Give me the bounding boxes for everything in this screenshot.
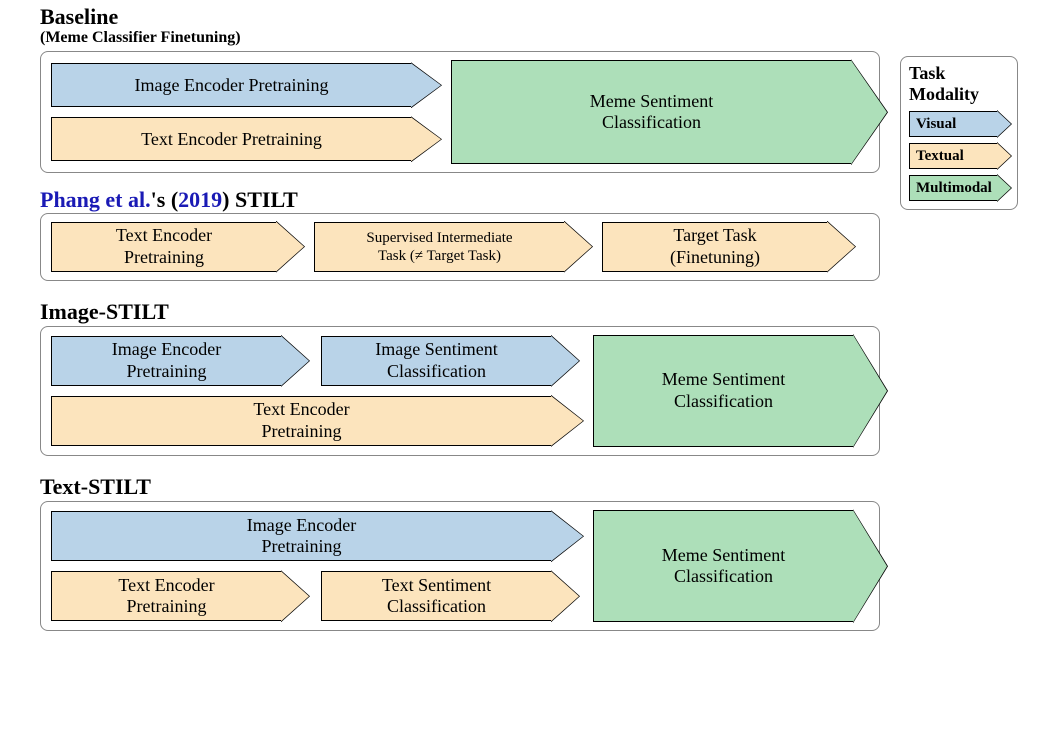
- stilt-title: Phang et al.'s (2019) STILT: [40, 187, 1000, 212]
- stilt-author-link[interactable]: Phang et al.: [40, 187, 151, 212]
- legend-textual: Textual: [909, 143, 997, 169]
- text-stilt-title: Text-STILT: [40, 474, 1000, 499]
- arrow-image-encoder-pretraining: Image Encoder Pretraining: [51, 63, 411, 107]
- arrow-meme-sentiment-classification: Meme Sentiment Classification: [593, 510, 853, 622]
- legend-title: Task Modality: [909, 63, 1009, 105]
- legend-visual: Visual: [909, 111, 997, 137]
- arrow-label: Text Encoder Pretraining: [118, 575, 214, 618]
- section-image-stilt: Image-STILT Image Encoder Pretraining Im…: [40, 299, 1000, 456]
- arrow-label: Text Sentiment Classification: [382, 575, 491, 618]
- arrow-label: Text Encoder Pretraining: [141, 129, 322, 151]
- arrow-label: Image Encoder Pretraining: [112, 339, 221, 382]
- image-stilt-title: Image-STILT: [40, 299, 1000, 324]
- arrow-label: Supervised Intermediate Task (≠ Target T…: [366, 229, 512, 265]
- arrow-label: Image Encoder Pretraining: [247, 515, 356, 558]
- section-baseline: Baseline (Meme Classifier Finetuning) Im…: [40, 4, 1000, 173]
- arrow-meme-sentiment-classification: Meme Sentiment Classification: [451, 60, 851, 164]
- diagram-container: Baseline (Meme Classifier Finetuning) Im…: [40, 0, 1000, 631]
- legend-label: Multimodal: [916, 179, 992, 197]
- arrow-supervised-intermediate-task: Supervised Intermediate Task (≠ Target T…: [314, 222, 564, 272]
- arrow-text-sentiment-classification: Text Sentiment Classification: [321, 571, 551, 621]
- legend-multimodal: Multimodal: [909, 175, 997, 201]
- legend-panel: Task Modality Visual Textual Multimodal: [900, 56, 1018, 210]
- arrow-text-encoder-pretraining: Text Encoder Pretraining: [51, 222, 276, 272]
- arrow-image-encoder-pretraining: Image Encoder Pretraining: [51, 511, 551, 561]
- baseline-panel: Image Encoder Pretraining Text Encoder P…: [40, 51, 880, 173]
- arrow-label: Text Encoder Pretraining: [116, 225, 212, 268]
- arrow-text-encoder-pretraining: Text Encoder Pretraining: [51, 117, 411, 161]
- arrow-image-sentiment-classification: Image Sentiment Classification: [321, 336, 551, 386]
- arrow-text-encoder-pretraining: Text Encoder Pretraining: [51, 396, 551, 446]
- stilt-tail: STILT: [229, 187, 297, 212]
- legend-label: Visual: [916, 115, 956, 133]
- section-text-stilt: Text-STILT Image Encoder Pretraining Tex…: [40, 474, 1000, 631]
- stilt-year-link[interactable]: 2019: [178, 187, 222, 212]
- arrow-label: Target Task (Finetuning): [670, 225, 760, 268]
- arrow-label: Meme Sentiment Classification: [662, 369, 785, 412]
- text-stilt-panel: Image Encoder Pretraining Text Encoder P…: [40, 501, 880, 631]
- arrow-label: Meme Sentiment Classification: [662, 545, 785, 588]
- stilt-panel: Text Encoder Pretraining Supervised Inte…: [40, 213, 880, 281]
- arrow-label: Text Encoder Pretraining: [253, 399, 349, 442]
- section-stilt: Phang et al.'s (2019) STILT Text Encoder…: [40, 187, 1000, 280]
- baseline-title: Baseline: [40, 4, 1000, 29]
- image-stilt-panel: Image Encoder Pretraining Image Sentimen…: [40, 326, 880, 456]
- stilt-possessive: 's: [151, 187, 166, 212]
- arrow-target-task-finetuning: Target Task (Finetuning): [602, 222, 827, 272]
- arrow-meme-sentiment-classification: Meme Sentiment Classification: [593, 335, 853, 447]
- arrow-text-encoder-pretraining: Text Encoder Pretraining: [51, 571, 281, 621]
- arrow-label: Meme Sentiment Classification: [590, 91, 713, 134]
- legend-label: Textual: [916, 147, 964, 165]
- arrow-image-encoder-pretraining: Image Encoder Pretraining: [51, 336, 281, 386]
- arrow-label: Image Sentiment Classification: [375, 339, 497, 382]
- baseline-subtitle: (Meme Classifier Finetuning): [40, 29, 1000, 47]
- arrow-label: Image Encoder Pretraining: [135, 75, 329, 97]
